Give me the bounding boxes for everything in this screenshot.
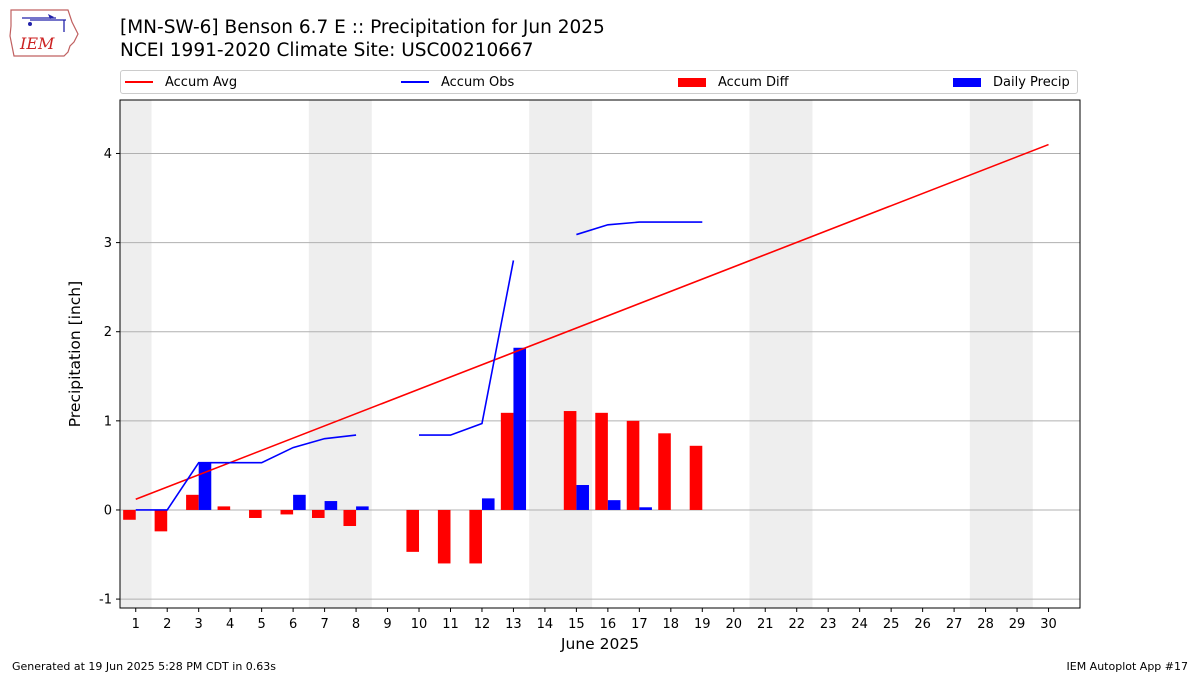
x-tick-label-10: 10 [411,617,428,632]
legend-swatch-accum-obs [401,81,429,83]
x-axis-label: June 2025 [560,635,639,653]
lines [135,143,1049,511]
gridlines [120,152,1080,600]
logo-text: IEM [19,34,55,53]
x-tick-label-19: 19 [694,617,711,632]
generated-note: Generated at 19 Jun 2025 5:28 PM CDT in … [12,660,277,673]
weekend-shading [120,100,1033,608]
y-tick-label-4: 4 [104,147,112,162]
legend-swatch-daily-precip [953,77,981,87]
x-tick-label-27: 27 [946,617,963,632]
accum-diff-bar-day-18 [658,433,671,510]
accum-obs-line-segment-1 [135,434,357,511]
x-tick-label-30: 30 [1040,617,1057,632]
x-tick-label-24: 24 [851,617,868,632]
daily-precip-bar-day-6 [293,494,306,510]
accum-obs-line-segment-2 [419,260,515,436]
x-tick-label-22: 22 [788,617,805,632]
accum-diff-bar-day-17 [626,420,640,510]
weekend-band-5 [969,100,1033,608]
x-tick-label-17: 17 [631,617,648,632]
accum-diff-bar-day-19 [689,445,703,510]
bars [123,347,703,564]
daily-precip-bar-day-8 [356,506,369,510]
plot-frame [119,99,1081,609]
legend-label-accum-avg: Accum Avg [165,74,238,90]
legend-label-accum-diff: Accum Diff [718,74,789,90]
chart-title: [MN-SW-6] Benson 6.7 E :: Precipitation … [120,17,605,38]
x-tick-label-20: 20 [725,617,742,632]
accum-diff-bar-day-2 [154,509,168,532]
accum-diff-bar-day-11 [437,509,451,564]
x-tick-label-13: 13 [505,617,522,632]
x-tick-label-1: 1 [132,617,140,632]
x-tick-label-23: 23 [820,617,837,632]
weekend-band-4 [749,100,813,608]
accum-diff-bar-day-1 [123,509,136,520]
legend-label-daily-precip: Daily Precip [993,74,1070,90]
y-tick-label-2: 2 [104,325,112,340]
daily-precip-bar-day-3 [198,462,212,510]
x-tick-label-4: 4 [226,617,234,632]
y-tick-label-1: 1 [104,414,112,429]
legend-item-accum-obs: Accum Obs [401,71,514,93]
app-note: IEM Autoplot App #17 [1066,660,1189,673]
accum-diff-bar-day-16 [595,412,608,510]
accum-diff-bar-day-12 [469,509,482,564]
x-tick-label-5: 5 [257,617,265,632]
legend-item-accum-avg: Accum Avg [125,71,237,93]
legend-label-accum-obs: Accum Obs [441,74,515,90]
accum-obs-line-segment-3 [576,221,703,236]
daily-precip-bar-day-7 [324,501,338,510]
accum-diff-bar-day-15 [563,411,577,510]
x-tick-label-18: 18 [663,617,680,632]
x-tick-label-15: 15 [568,617,585,632]
accum-diff-bar-day-13 [500,412,514,510]
x-tick-label-29: 29 [1009,617,1026,632]
accum-diff-bar-day-3 [186,494,199,510]
accum-diff-bar-day-7 [312,509,325,518]
legend-swatch-accum-diff [678,77,706,87]
x-tick-label-12: 12 [474,617,491,632]
x-tick-label-21: 21 [757,617,774,632]
y-axis-label: Precipitation [inch] [66,281,84,427]
x-tick-label-28: 28 [977,617,994,632]
accum-avg-line [135,143,1049,501]
x-tick-label-14: 14 [537,617,554,632]
x-tick-label-2: 2 [163,617,171,632]
accum-diff-bar-day-10 [406,509,420,552]
weekend-band-2 [308,100,372,608]
x-tick-label-26: 26 [914,617,931,632]
accum-diff-bar-day-5 [249,509,262,518]
daily-precip-bar-day-12 [481,498,495,510]
legend-item-accum-diff: Accum Diff [678,71,789,93]
y-tick-label-0: 0 [104,503,112,518]
accum-diff-bar-day-6 [280,509,294,515]
x-tick-label-3: 3 [195,617,203,632]
daily-precip-bar-day-16 [607,500,621,510]
weekend-band-1 [120,100,152,608]
legend-item-daily-precip: Daily Precip [953,71,1070,93]
weekend-band-3 [529,100,593,608]
x-tick-label-7: 7 [320,617,328,632]
x-tick-label-9: 9 [383,617,391,632]
x-tick-label-6: 6 [289,617,297,632]
accum-diff-bar-day-8 [343,509,357,527]
x-tick-label-11: 11 [442,617,459,632]
y-tick-label-3: 3 [104,236,112,251]
accum-diff-bar-day-4 [217,506,231,510]
x-tick-label-16: 16 [600,617,617,632]
y-tick-label--1: -1 [99,593,112,608]
x-tick-label-8: 8 [352,617,360,632]
x-tick-label-25: 25 [883,617,900,632]
daily-precip-bar-day-17 [639,507,652,510]
iem-logo: IEM [9,9,79,57]
daily-precip-bar-day-13 [513,347,527,510]
chart-legend: Accum Avg Accum Obs Accum Diff Daily Pre… [120,70,1078,94]
legend-swatch-accum-avg [125,81,153,83]
chart-subtitle: NCEI 1991-2020 Climate Site: USC00210667 [120,40,534,61]
daily-precip-bar-day-15 [576,485,589,510]
